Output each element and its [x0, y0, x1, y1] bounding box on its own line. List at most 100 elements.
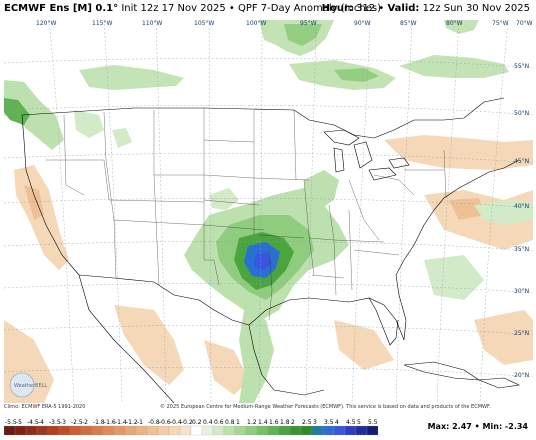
copyright-note: © 2025 European Centre for Medium-Range …	[160, 404, 491, 410]
latitude-label: 45°N	[514, 158, 529, 165]
map-title: ECMWF Ens [M] 0.1° Init 12z 17 Nov 2025 …	[4, 3, 381, 14]
colorbar-label: -3.5	[49, 419, 61, 426]
climatology-note: Climo: ECMWF ERA-5 1991-2020	[4, 404, 86, 410]
colorbar-swatch	[355, 425, 368, 436]
colorbar-label: -4	[38, 419, 44, 426]
colorbar-swatch	[201, 425, 214, 436]
min-value: Min: -2.34	[482, 422, 528, 431]
colorbar-swatch	[322, 425, 335, 436]
colorbar-swatch	[190, 425, 203, 436]
colorbar-swatch	[245, 425, 258, 436]
colorbar-swatch	[14, 425, 27, 436]
colorbar-label: 3	[313, 419, 317, 426]
latitude-label: 35°N	[514, 246, 529, 253]
anomaly-field-california-dry	[14, 165, 69, 270]
colorbar-swatch	[69, 425, 82, 436]
colorbar-swatch	[179, 425, 192, 436]
colorbar-swatch	[256, 425, 269, 436]
colorbar: -5.5 -5 -4.5 -4 -3.5 -3 -2.5 -2 -1.8 -1.6 -1.4 -1.2…	[4, 419, 379, 436]
state-boundaries	[46, 108, 447, 321]
colorbar-label: -1.2	[126, 419, 138, 426]
colorbar-label: -5	[16, 419, 22, 426]
colorbar-swatch	[212, 425, 225, 436]
colorbar-swatch	[25, 425, 38, 436]
colorbar-label: -0.4	[170, 419, 182, 426]
longitude-label: 70°W	[516, 20, 533, 27]
colorbar-swatch	[58, 425, 71, 436]
colorbar-swatch	[366, 425, 379, 436]
colorbar-label: 0.4	[203, 419, 213, 426]
graticule	[4, 20, 533, 403]
longitude-label: 80°W	[446, 20, 463, 27]
colorbar-swatch	[300, 425, 313, 436]
weatherbell-logo: WeatherBELL	[9, 372, 47, 398]
colorbar-label: -4.5	[27, 419, 39, 426]
colorbar-label: 5	[357, 419, 361, 426]
colorbar-swatch	[47, 425, 60, 436]
colorbar-label: -1	[137, 419, 143, 426]
latitude-label: 40°N	[514, 203, 529, 210]
longitude-label: 85°W	[400, 20, 417, 27]
colorbar-label: 0.6	[214, 419, 224, 426]
colorbar-label: -1.4	[115, 419, 127, 426]
colorbar-label: -2	[82, 419, 88, 426]
longitude-label: 100°W	[246, 20, 266, 27]
anomaly-field-northwest	[4, 80, 132, 150]
colorbar-label: 1.6	[269, 419, 279, 426]
colorbar-swatch	[267, 425, 280, 436]
hour-value: 312	[356, 3, 376, 14]
colorbar-swatch	[80, 425, 93, 436]
map-footer: Climo: ECMWF ERA-5 1991-2020 © 2025 Euro…	[0, 403, 536, 440]
colorbar-label: -0.8	[148, 419, 160, 426]
colorbar-label: -1.6	[104, 419, 116, 426]
max-min-stats: Max: 2.47 • Min: -2.34	[427, 422, 528, 431]
map-subtitle: Init 12z 17 Nov 2025 • QPF 7-Day Anomaly…	[121, 3, 382, 14]
colorbar-label: 4	[335, 419, 339, 426]
map-canvas: WeatherBELL 120°W 115°W 110°W 105°W 100°W 95°…	[4, 20, 533, 403]
colorbar-swatch	[234, 425, 247, 436]
latitude-label: 30°N	[514, 288, 529, 295]
colorbar-label: -5.5	[5, 419, 17, 426]
logo-text: WeatherBELL	[14, 383, 47, 389]
latitude-label: 25°N	[514, 330, 529, 337]
political-boundaries	[21, 97, 521, 403]
longitude-label: 90°W	[354, 20, 371, 27]
colorbar-swatch	[91, 425, 104, 436]
colorbar-label: -1.8	[93, 419, 105, 426]
hour-label: Hour:	[321, 3, 353, 14]
colorbar-swatch	[157, 425, 170, 436]
colorbar-label: 3.5	[324, 419, 334, 426]
colorbar-swatch	[146, 425, 159, 436]
colorbar-swatch	[102, 425, 115, 436]
latitude-label: 55°N	[514, 63, 529, 70]
colorbar-swatch	[333, 425, 346, 436]
longitude-label: 95°W	[300, 20, 317, 27]
colorbar-label: 5.5	[368, 419, 378, 426]
colorbar-label: 0.2	[192, 419, 202, 426]
longitude-labels: 120°W 115°W 110°W 105°W 100°W 95°W 90°W 85°W 80°…	[36, 20, 533, 27]
colorbar-label: 2	[291, 419, 295, 426]
colorbar-label: 1.2	[247, 419, 257, 426]
colorbar-label: 0.8	[225, 419, 235, 426]
model-name: ECMWF Ens [M] 0.1°	[4, 3, 119, 14]
valid-time: Hour: 312 • Valid: 12z Sun 30 Nov 2025	[321, 3, 530, 14]
colorbar-swatch	[124, 425, 137, 436]
colorbar-label: -0.2	[181, 419, 193, 426]
colorbar-label: 1.4	[258, 419, 268, 426]
longitude-label: 105°W	[194, 20, 214, 27]
colorbar-swatch	[36, 425, 49, 436]
colorbar-swatch	[311, 425, 324, 436]
colorbar-label: -2.5	[71, 419, 83, 426]
longitude-label: 75°W	[492, 20, 509, 27]
valid-value: 12z Sun 30 Nov 2025	[422, 3, 530, 14]
colorbar-label: -3	[60, 419, 66, 426]
anomaly-field-mexico-dry	[4, 305, 394, 403]
longitude-label: 115°W	[92, 20, 112, 27]
colorbar-label: 1	[236, 419, 240, 426]
colorbar-label: -0.6	[159, 419, 171, 426]
colorbar-label: 2.5	[302, 419, 312, 426]
colorbar-swatch	[278, 425, 291, 436]
colorbar-swatch	[135, 425, 148, 436]
latitude-label: 20°N	[514, 372, 529, 379]
